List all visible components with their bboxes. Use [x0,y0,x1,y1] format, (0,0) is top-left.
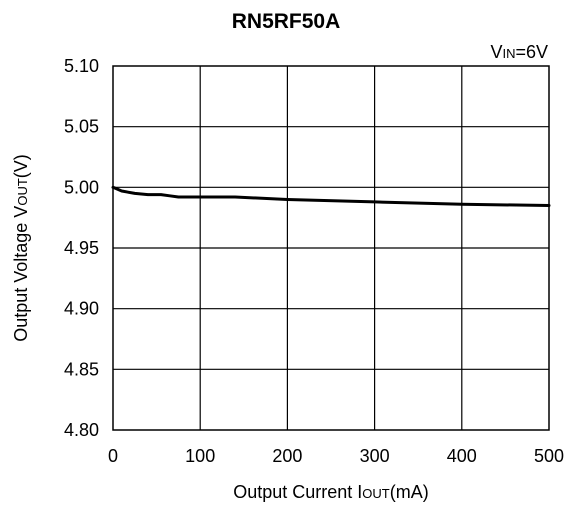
x-tick-label: 0 [108,446,118,466]
y-tick-label: 5.10 [64,56,99,76]
y-tick-label: 5.00 [64,177,99,197]
x-tick-labels: 0 100 200 300 400 500 [108,446,564,466]
x-tick-label: 200 [272,446,302,466]
x-tick-label: 100 [185,446,215,466]
y-axis-label: Output Voltage VOUT(V) [11,154,31,342]
series-group [113,187,549,205]
condition-annotation: VIN=6V [490,42,548,62]
x-tick-label: 400 [447,446,477,466]
y-tick-label: 4.90 [64,299,99,319]
chart-title: RN5RF50A [232,10,341,33]
x-axis-label: Output Current IOUT(mA) [233,482,429,502]
x-tick-label: 500 [534,446,564,466]
y-tick-label: 4.95 [64,238,99,258]
x-tick-label: 300 [360,446,390,466]
y-tick-label: 4.80 [64,420,99,440]
y-tick-label: 5.05 [64,117,99,137]
series-line-0 [113,187,549,205]
grid-lines [113,66,549,430]
y-tick-labels: 4.80 4.85 4.90 4.95 5.00 5.05 5.10 [64,56,99,440]
y-tick-label: 4.85 [64,359,99,379]
